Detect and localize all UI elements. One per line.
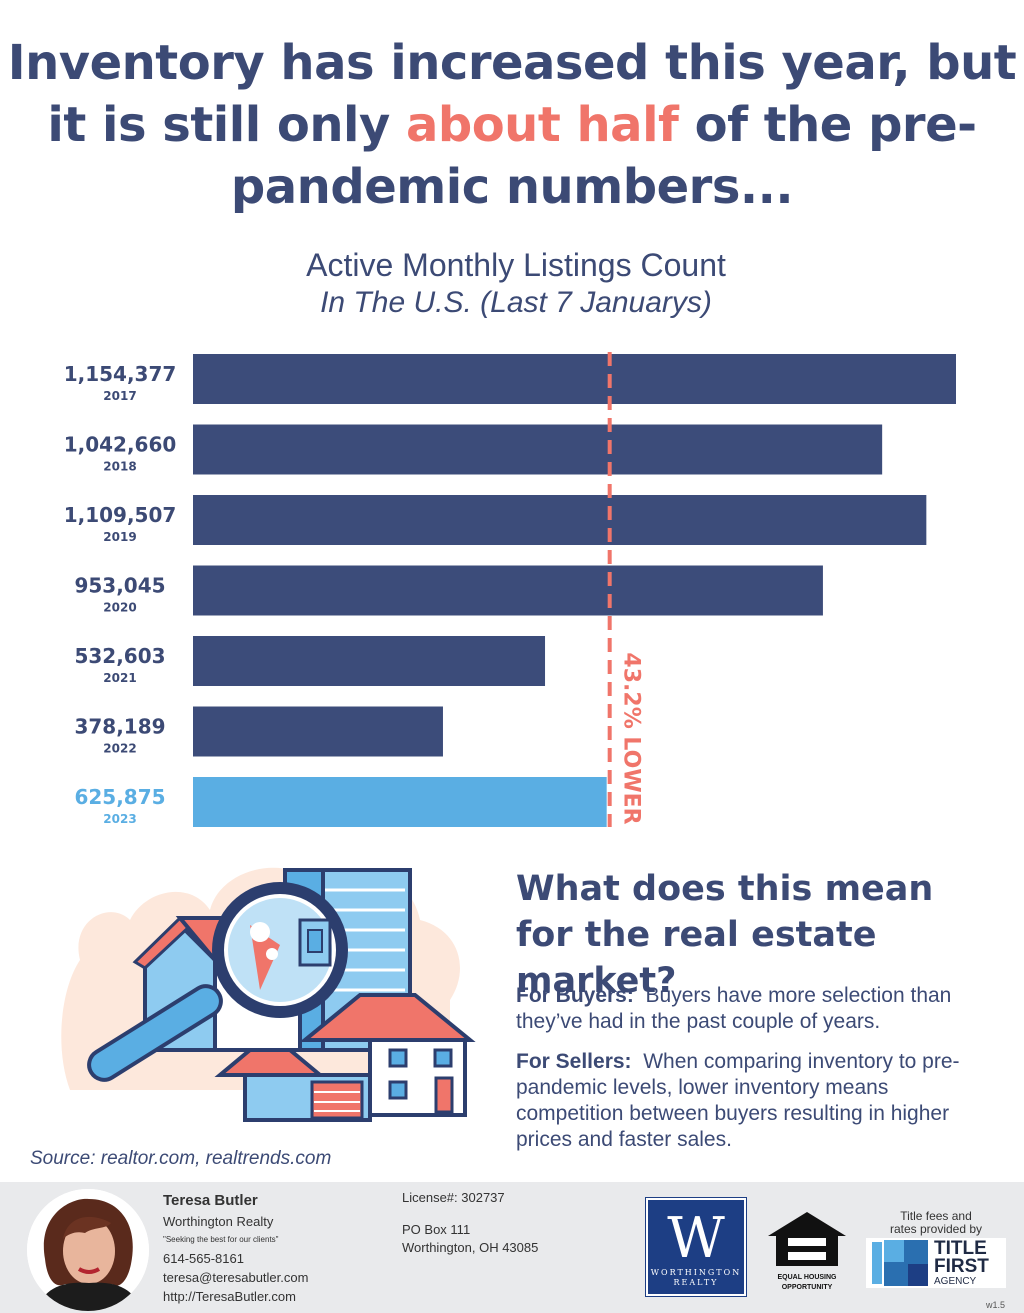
- value-label-2021: 532,603: [74, 644, 165, 668]
- logo-name-line1: WORTHINGTON: [650, 1268, 742, 1277]
- address-line1: PO Box 111: [402, 1222, 471, 1237]
- title-logo-word3: AGENCY: [934, 1276, 977, 1287]
- title-caption-1: Title fees and: [900, 1209, 972, 1223]
- agent-company: Worthington Realty: [163, 1214, 274, 1229]
- sellers-text: When comparing inventory to pre-pandemic…: [516, 1050, 960, 1151]
- house-search-illustration: [61, 867, 476, 1122]
- reference-label: 43.2% LOWER: [619, 652, 644, 824]
- category-label-2019: 2019: [103, 530, 136, 544]
- buyers-label: For Buyers:: [516, 984, 634, 1007]
- bar-2019: [193, 495, 927, 545]
- license-number: License#: 302737: [402, 1190, 505, 1205]
- bar-2018: [193, 424, 883, 475]
- chart-subtitle: In The U.S. (Last 7 Januarys): [320, 286, 712, 319]
- buyers-paragraph: For Buyers: Buyers have more selection t…: [516, 983, 996, 1035]
- logo-name: WORTHINGTON REALTY: [648, 1268, 744, 1288]
- title-caption-2: rates provided by: [889, 1222, 983, 1236]
- title-first-block: Title fees and rates provided by TITLE F…: [866, 1210, 1006, 1288]
- chart-title: Active Monthly Listings Count: [306, 247, 726, 283]
- eho-line1: EQUAL HOUSING: [777, 1274, 837, 1281]
- category-label-2022: 2022: [103, 742, 136, 756]
- headline-highlight: about half: [405, 97, 679, 153]
- logo-letter: W: [667, 1206, 725, 1271]
- sellers-paragraph: For Sellers: When comparing inventory to…: [516, 1049, 996, 1153]
- bar-2017: [193, 354, 956, 404]
- value-label-2020: 953,045: [74, 574, 165, 598]
- bar-2022: [193, 706, 443, 757]
- value-label-2018: 1,042,660: [64, 433, 177, 457]
- worthington-realty-logo: W WORTHINGTON REALTY: [645, 1197, 747, 1297]
- bar-2021: [193, 636, 546, 686]
- category-label-2018: 2018: [103, 460, 136, 474]
- category-label-2021: 2021: [103, 671, 136, 685]
- bar-2023: [193, 777, 607, 827]
- listings-bar-chart: 1,154,377 2017 1,042,660 2018 1,109,507 2019 9…: [64, 352, 956, 827]
- sellers-label: For Sellers:: [516, 1050, 632, 1073]
- value-label-2017: 1,154,377: [64, 362, 177, 386]
- agent-phone[interactable]: 614-565-8161: [163, 1251, 244, 1266]
- footer: Teresa Butler Worthington Realty "Seekin…: [0, 1182, 1024, 1313]
- logo-name-line2: REALTY: [673, 1278, 719, 1287]
- source-note: Source: realtor.com, realtrends.com: [30, 1148, 332, 1169]
- equal-housing-logo: EQUAL HOUSING OPPORTUNITY: [766, 1210, 848, 1292]
- address-line2: Worthington, OH 43085: [402, 1240, 539, 1255]
- agent-email[interactable]: teresa@teresabutler.com: [163, 1270, 309, 1285]
- mailing-address: PO Box 111 Worthington, OH 43085: [402, 1221, 538, 1257]
- headline: Inventory has increased this year, but i…: [0, 32, 1024, 218]
- agent-name: Teresa Butler: [163, 1192, 258, 1209]
- section-question: What does this mean for the real estate …: [516, 869, 934, 1001]
- version-tag: w1.5: [986, 1300, 1006, 1310]
- title-first-logo: TITLE FIRST AGENCY: [866, 1238, 1006, 1288]
- title-logo-word2: FIRST: [934, 1256, 989, 1277]
- headline-part1: Inventory has increased this year, but i…: [7, 35, 1017, 153]
- title-first-wordmark: TITLE FIRST: [934, 1238, 989, 1277]
- value-label-2019: 1,109,507: [64, 503, 177, 527]
- agent-tagline: "Seeking the best for our clients": [163, 1235, 279, 1244]
- eho-line2: OPPORTUNITY: [781, 1284, 833, 1291]
- buyers-text: Buyers have more selection than they’ve …: [516, 984, 952, 1033]
- equal-housing-house-icon: [768, 1212, 846, 1266]
- headline-part2: of the pre-pandemic numbers...: [230, 97, 977, 215]
- title-logo-word1: TITLE: [934, 1238, 987, 1259]
- category-label-2017: 2017: [103, 389, 136, 403]
- bar-2020: [193, 565, 823, 616]
- value-label-2022: 378,189: [74, 715, 165, 739]
- value-label-2023: 625,875: [74, 785, 165, 809]
- agent-website[interactable]: http://TeresaButler.com: [163, 1289, 296, 1304]
- title-first-squares-icon: [872, 1240, 928, 1286]
- category-label-2020: 2020: [103, 601, 136, 615]
- agent-avatar: [27, 1189, 149, 1311]
- category-label-2023: 2023: [103, 812, 136, 826]
- agent-info: Teresa Butler Worthington Realty "Seekin…: [163, 1192, 308, 1306]
